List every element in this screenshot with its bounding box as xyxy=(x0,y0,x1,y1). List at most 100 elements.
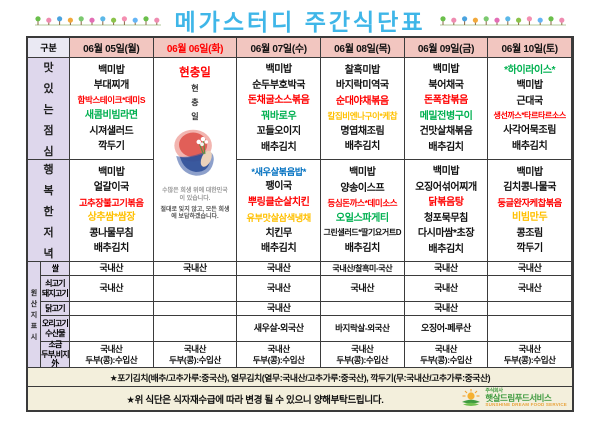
menu-item: 얼갈이국 xyxy=(93,182,130,194)
menu-item: 배추김치 xyxy=(261,243,297,255)
origin-value-cell xyxy=(153,276,238,302)
origin-value-cell: 국내산 xyxy=(320,276,405,302)
menu-item: *새우살볶음밥* xyxy=(251,166,306,177)
vertical-char: 복 xyxy=(43,184,54,197)
logo-tagline: SUNSHINE DREAM FOOD SERVICE xyxy=(485,401,567,407)
menu-item: 둥글완자케찹볶음 xyxy=(497,197,562,208)
dinner-menu-cell: 백미밥 얼갈이국 고추장불고기볶음 상추쌈*쌈장 콩나물무침 배추김치 xyxy=(70,160,154,262)
memorial-taegeuk-flower-art xyxy=(174,129,214,176)
menu-item: 치킨무 xyxy=(265,227,292,239)
origin-value-cell: 새우살-외국산 xyxy=(237,316,321,342)
kimchi-origin-note: ★포기김치(배추/고추가루:중국산), 열무김치(열무:국내산/고추가루:중국산… xyxy=(28,368,572,387)
origin-value-cell xyxy=(153,316,238,342)
origin-value-cell xyxy=(70,302,154,316)
date-header-row: 구분 06월 05일(월) 06월 06일(화) 06월 07일(수) 06월 08일(… xyxy=(28,38,572,58)
vertical-char: 는 xyxy=(43,103,54,116)
menu-item: 청포묵무침 xyxy=(423,212,468,224)
menu-item: 깍두기 xyxy=(98,141,125,153)
origin-value-cell: 국내산 두부(콩):수입산 xyxy=(404,342,489,368)
menu-item: 시져샐러드 xyxy=(89,125,134,137)
origin-section: 원 산 지 표 시 쌀 국내산 국내산 국내산 국내산/찰흑미-국산 국내산 국내산 쇠고기 돼지고기 국… xyxy=(28,262,572,368)
vertical-char: 현 xyxy=(191,84,199,93)
vertical-char: 충 xyxy=(191,98,199,107)
menu-item: 배추김치 xyxy=(344,242,381,254)
menu-item: 찰흑미밥 xyxy=(344,64,381,76)
vertical-char: 일 xyxy=(191,112,199,121)
menu-item: 오징어섞어찌개 xyxy=(415,181,477,193)
date-cell: 06월 07일(수) xyxy=(237,38,321,58)
dinner-menu-cell: 백미밥 양송이스프 등심돈까스*데미소스 오일스파게티 그린샐러드*딸기요거트D 배추김치 xyxy=(320,160,405,262)
menu-item: 칼집비엔나구이*케찹 xyxy=(327,110,398,121)
date-cell: 06월 08일(목) xyxy=(320,38,405,58)
vertical-char: 맛 xyxy=(43,61,54,74)
origin-row-label: 쇠고기 돼지고기 xyxy=(41,276,70,302)
menu-item: 부대찌개 xyxy=(93,80,130,92)
vertical-char: 지 xyxy=(30,311,38,319)
menu-item: 백미밥 xyxy=(98,64,125,76)
menu-item: 백미밥 xyxy=(98,166,125,178)
origin-value-cell: 국내산 xyxy=(488,262,572,276)
origin-row-label: 소금 두부,비지外 xyxy=(41,340,70,369)
menu-item: 오일스파게티 xyxy=(335,213,389,225)
origin-value-cell xyxy=(320,302,405,316)
origin-value-cell: 국내산 xyxy=(237,262,321,276)
origin-value-cell: 국내산 xyxy=(404,276,489,302)
origin-value-cell: 국내산 두부(콩):수입산 xyxy=(153,342,238,368)
lunch-menu-cell: *하이라이스* 백미밥 근대국 생선까스*타르타르소스 사각어묵조림 배추김치 xyxy=(488,58,572,160)
deco-garden-left xyxy=(34,16,161,26)
origin-value-cell: 국내산 xyxy=(404,302,489,316)
vertical-char: 시 xyxy=(30,333,38,341)
origin-value-cell: 오징어-페루산 xyxy=(404,316,489,342)
menu-item: 순두부호박국 xyxy=(252,79,306,91)
origin-value-cell xyxy=(153,302,238,316)
menu-item: *하이라이스* xyxy=(504,64,556,76)
menu-item: 백미밥 xyxy=(432,64,460,76)
menu-item: 북어채국 xyxy=(428,79,464,91)
menu-item: 비빔만두 xyxy=(512,212,548,224)
menu-item: 뿌링클순살치킨 xyxy=(247,197,310,209)
sun-icon xyxy=(462,389,481,406)
menu-item: 사각어묵조림 xyxy=(503,125,557,137)
date-cell: 06월 10일(토) xyxy=(488,38,572,58)
origin-value-cell: 국내산 xyxy=(404,262,489,276)
menu-item: 새콤비빔라면 xyxy=(84,109,138,121)
menu-table: 구분 06월 05일(월) 06월 06일(화) 06월 07일(수) 06월 08일(… xyxy=(26,36,574,412)
lunch-menu-cell: 백미밥 순두부호박국 돈채굴소스볶음 꿔바로우 꼬들오이지 배추김치 xyxy=(237,58,321,160)
origin-value-cell: 국내산/찰흑미-국산 xyxy=(320,262,405,276)
menu-item: 배추김치 xyxy=(93,243,130,255)
lunch-menu-cell: 찰흑미밥 바지락미역국 순대야채볶음 칼집비엔나구이*케찹 명엽채조림 배추김치 xyxy=(320,58,405,160)
menu-item: 등심돈까스*데미소스 xyxy=(327,197,398,208)
company-logo: 주식회사 햇살드림푸드서비스 SUNSHINE DREAM FOOD SERVI… xyxy=(460,388,567,408)
menu-item: 상추쌈*쌈장 xyxy=(87,212,136,224)
menu-item: 백미밥 xyxy=(516,166,543,178)
menu-item: 배추김치 xyxy=(512,141,548,153)
dinner-menu-cell: 백미밥 김치콩나물국 둥글완자케찹볶음 비빔만두 콩조림 깍두기 xyxy=(488,160,572,262)
menu-item: 함박스테이크*데미S xyxy=(77,94,146,105)
vertical-char: 원 xyxy=(30,289,38,297)
origin-value-cell xyxy=(488,316,572,342)
origin-value-cell: 국내산 xyxy=(488,276,572,302)
menu-item: 팽이국 xyxy=(265,181,292,193)
meals-grid: 맛 있 는 점 심 행 복 한 저 녁 백미밥 부대찌개 함박스테이크*데미S 새콤비빔라면 시져샐러드 깍두… xyxy=(28,58,572,262)
date-cell: 06월 09일(금) xyxy=(404,38,489,58)
origin-value-cell xyxy=(488,302,572,316)
vertical-char: 녁 xyxy=(43,247,54,260)
dinner-menu-cell: 백미밥 오징어섞어찌개 닭볶음탕 청포묵무침 다시마쌈*초장 배추김치 xyxy=(404,160,489,262)
kimchi-origin-note-text: ★포기김치(배추/고추가루:중국산), 열무김치(열무:국내산/고추가루:중국산… xyxy=(109,372,491,383)
menu-item: 백미밥 xyxy=(432,166,460,178)
vertical-char: 산 xyxy=(30,300,38,308)
menu-item: 닭볶음탕 xyxy=(428,197,464,209)
menu-item: 백미밥 xyxy=(516,80,543,92)
menu-item: 배추김치 xyxy=(428,243,464,255)
deco-garden-right xyxy=(439,16,566,26)
menu-item: 명엽채조림 xyxy=(340,125,385,137)
menu-item: 돈폭찹볶음 xyxy=(423,95,468,107)
menu-item: 돈채굴소스볶음 xyxy=(247,95,310,107)
vertical-char: 한 xyxy=(43,205,54,218)
disclaimer-note: ★위 식단은 식자재수급에 따라 변경 될 수 있으니 양해부탁드립니다. 주식… xyxy=(28,387,572,410)
origin-value-cell: 국내산 xyxy=(237,276,321,302)
